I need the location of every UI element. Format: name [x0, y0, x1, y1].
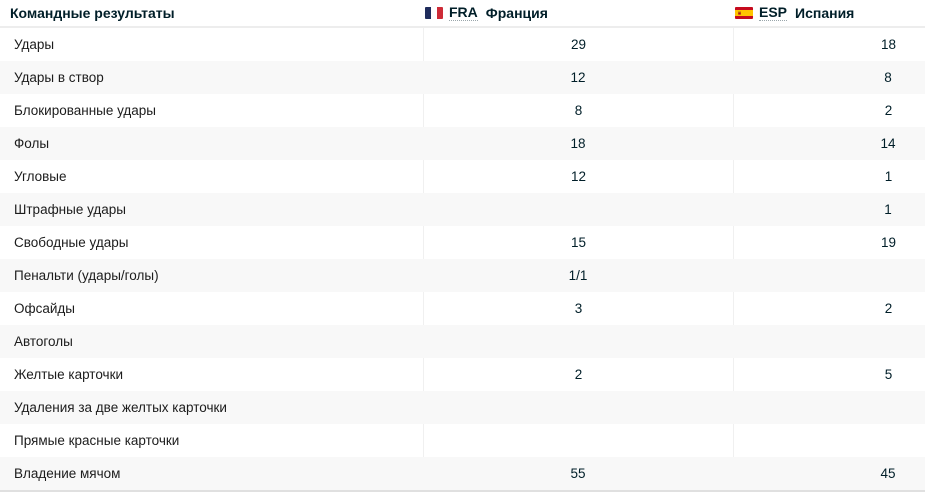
stat-label: Автоголы	[14, 334, 73, 349]
stat-home-value	[423, 325, 733, 358]
stat-label: Офсайды	[14, 301, 75, 316]
stat-row: Удаления за две желтых карточки	[0, 391, 925, 424]
stat-label: Прямые красные карточки	[14, 433, 180, 448]
stat-row: Пенальти (удары/голы) 1/1	[0, 259, 925, 292]
stat-home-value: 55	[570, 466, 586, 481]
stat-home-value	[423, 391, 733, 424]
stat-row: Владение мячом 55 45	[0, 457, 925, 490]
page-background	[0, 492, 925, 499]
stat-row: Прямые красные карточки	[0, 424, 925, 457]
away-team-header: ESP Испания	[733, 5, 925, 21]
stat-home-value: 15	[423, 226, 733, 259]
stat-row: Офсайды 3 2	[0, 292, 925, 325]
stat-home-value: 18	[570, 136, 586, 151]
stat-label: Фолы	[14, 136, 50, 151]
home-team-header: FRA Франция	[423, 5, 733, 21]
stat-home-value: 29	[423, 28, 733, 61]
stat-away-value: 2	[733, 292, 925, 325]
stat-label: Блокированные удары	[14, 103, 157, 118]
stat-home-value: 12	[423, 160, 733, 193]
stat-away-value: 1	[884, 202, 892, 217]
home-team-name: Франция	[485, 5, 548, 21]
stats-rows: Удары 29 18 Удары в створ 12 8 Блокирова…	[0, 28, 925, 490]
stat-label: Владение мячом	[14, 466, 121, 481]
stat-home-value: 12	[570, 70, 586, 85]
stat-away-value: 18	[733, 28, 925, 61]
stat-home-value: 3	[423, 292, 733, 325]
france-flag-icon	[425, 7, 443, 19]
table-header-row: Командные результаты FRA Франция	[0, 0, 925, 28]
away-team-code[interactable]: ESP	[759, 4, 788, 21]
stat-row: Желтые карточки 2 5	[0, 358, 925, 391]
stat-away-value: 45	[880, 466, 896, 481]
stat-row: Угловые 12 1	[0, 160, 925, 193]
stat-row: Автоголы	[0, 325, 925, 358]
stat-row: Свободные удары 15 19	[0, 226, 925, 259]
stat-label: Удары	[14, 37, 55, 52]
stat-away-value	[733, 424, 925, 457]
stat-label: Удаления за две желтых карточки	[14, 400, 227, 415]
stat-away-value: 1	[733, 160, 925, 193]
stat-away-value: 8	[884, 70, 892, 85]
table-bottom-border	[0, 490, 925, 492]
stat-row: Удары 29 18	[0, 28, 925, 61]
stat-row: Блокированные удары 8 2	[0, 94, 925, 127]
stat-away-value: 19	[733, 226, 925, 259]
stat-home-value: 8	[423, 94, 733, 127]
stat-away-value	[733, 325, 925, 358]
stat-label: Удары в створ	[14, 70, 104, 85]
stat-away-value: 2	[733, 94, 925, 127]
stat-row: Фолы 18 14	[0, 127, 925, 160]
stat-label: Желтые карточки	[14, 367, 124, 382]
spain-flag-icon	[735, 7, 753, 19]
stat-away-value: 14	[880, 136, 896, 151]
stat-away-value	[733, 391, 925, 424]
stat-home-value	[423, 424, 733, 457]
stat-home-value	[423, 193, 733, 226]
stat-row: Удары в створ 12 8	[0, 61, 925, 94]
stat-label: Угловые	[14, 169, 67, 184]
stat-label: Свободные удары	[14, 235, 129, 250]
stat-label: Пенальти (удары/голы)	[14, 268, 159, 283]
table-title: Командные результаты	[10, 5, 175, 21]
stat-home-value: 2	[423, 358, 733, 391]
away-team-name: Испания	[795, 5, 855, 21]
stat-away-value: 5	[733, 358, 925, 391]
stat-home-value: 1/1	[568, 268, 588, 283]
home-team-code[interactable]: FRA	[449, 4, 478, 21]
stat-label: Штрафные удары	[14, 202, 126, 217]
stat-row: Штрафные удары 1	[0, 193, 925, 226]
stat-away-value	[733, 259, 925, 292]
